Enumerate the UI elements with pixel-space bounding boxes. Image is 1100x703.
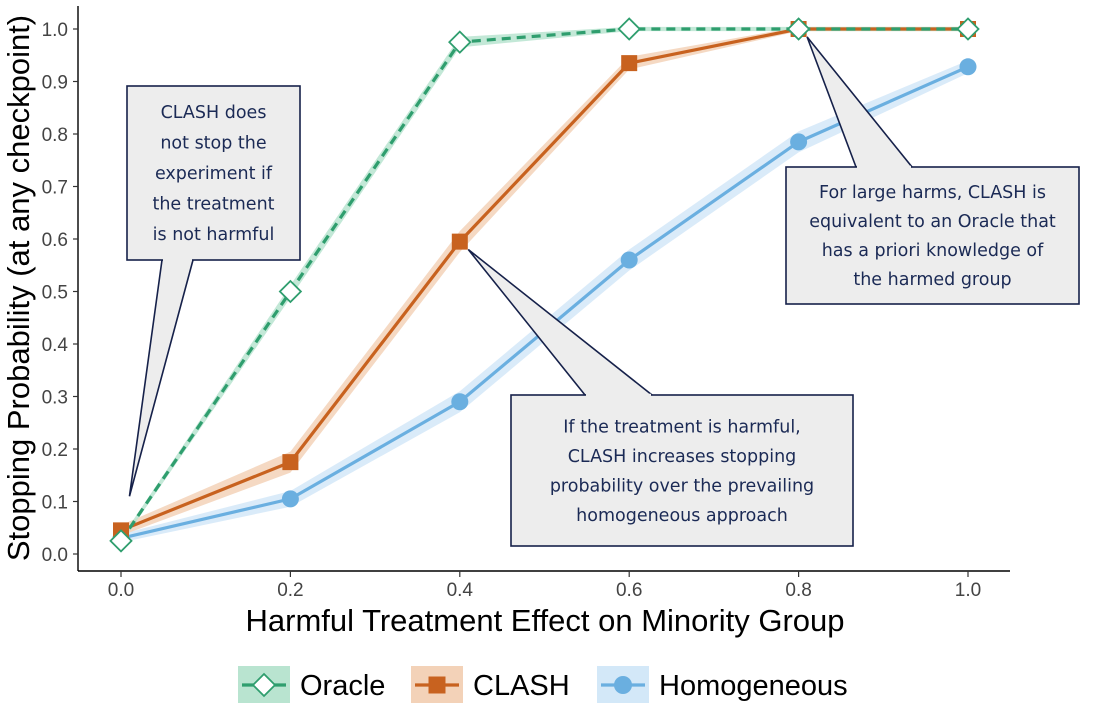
oracle-point-0 xyxy=(109,529,133,553)
callout-text-line: experiment if xyxy=(155,164,273,184)
x-tick-label: 0.6 xyxy=(616,580,642,601)
callout-text-line: has a priori knowledge of xyxy=(822,241,1044,261)
homogeneous-point-4 xyxy=(790,133,808,151)
callout-text-line: not stop the xyxy=(160,134,266,154)
clash-line xyxy=(120,27,968,532)
oracle-point-3 xyxy=(617,17,641,41)
homogeneous-point-2 xyxy=(451,393,469,411)
callout-text-line: homogeneous approach xyxy=(576,506,788,526)
legend-item-homogeneous: Homogeneous xyxy=(597,666,848,703)
x-tick-label: 1.0 xyxy=(955,580,981,601)
clash-point-3 xyxy=(621,55,638,72)
callout-text-line: the harmed group xyxy=(853,270,1011,290)
homogeneous-confidence-band xyxy=(121,60,968,543)
y-axis-ticks: 0.0 0.1 0.2 0.3 0.4 0.5 0.6 0.7 0.8 0.9 1.0 xyxy=(42,20,78,566)
callout-box xyxy=(126,85,301,261)
callout-text-line: equivalent to an Oracle that xyxy=(809,212,1056,232)
y-tick-label: 0.2 xyxy=(42,440,68,461)
x-tick-label: 0.0 xyxy=(108,580,134,601)
y-tick-label: 0.7 xyxy=(42,178,68,199)
y-tick-label: 0.1 xyxy=(42,493,68,514)
callout-pointer xyxy=(128,259,195,497)
x-tick-label: 0.8 xyxy=(785,580,811,601)
y-tick-label: 0.4 xyxy=(42,335,69,356)
homogeneous-point-1 xyxy=(281,490,299,508)
x-axis-title: Harmful Treatment Effect on Minority Gro… xyxy=(246,603,845,638)
clash-point-2 xyxy=(451,233,468,250)
callout-box xyxy=(510,394,854,547)
oracle-point-5 xyxy=(956,17,980,41)
homogeneous-point-3 xyxy=(620,251,638,269)
oracle-point-1 xyxy=(278,279,303,304)
legend-marker-oracle xyxy=(251,672,277,698)
y-tick-label: 0.0 xyxy=(42,545,68,566)
callout-text-line: is not harmful xyxy=(153,225,275,245)
legend-marker-homogeneous xyxy=(614,676,632,694)
callout-text-line: probability over the prevailing xyxy=(550,476,814,496)
y-tick-label: 1.0 xyxy=(42,20,68,41)
y-axis-title: Stopping Probability (at any checkpoint) xyxy=(1,15,36,561)
legend-label-oracle: Oracle xyxy=(300,670,385,702)
legend-item-oracle: Oracle xyxy=(238,666,385,703)
x-tick-label: 0.4 xyxy=(447,580,474,601)
callout-1: For large harms, CLASH is equivalent to a… xyxy=(785,36,1080,305)
oracle-point-4 xyxy=(786,17,811,41)
x-axis-ticks: 0.0 0.2 0.4 0.6 0.8 1.0 xyxy=(108,571,981,601)
homogeneous-point-5 xyxy=(959,58,977,76)
callout-0: CLASH does not stop the experiment if the t… xyxy=(126,85,301,497)
y-tick-label: 0.3 xyxy=(42,388,68,409)
clash-point-1 xyxy=(282,454,299,471)
y-tick-label: 0.6 xyxy=(42,230,68,251)
callout-text-line: the treatment xyxy=(152,195,274,215)
legend: Oracle CLASH Homogeneous xyxy=(238,666,848,703)
callout-text-line: For large harms, CLASH is xyxy=(819,183,1046,203)
callout-2: If the treatment is harmful, CLASH increa… xyxy=(467,248,854,547)
oracle-point-2 xyxy=(448,30,472,54)
y-tick-label: 0.9 xyxy=(42,73,68,94)
legend-label-homogeneous: Homogeneous xyxy=(659,670,848,702)
y-tick-label: 0.8 xyxy=(42,125,68,146)
legend-label-clash: CLASH xyxy=(473,670,570,702)
callout-box xyxy=(785,166,1080,305)
legend-item-clash: CLASH xyxy=(411,666,570,703)
x-tick-label: 0.2 xyxy=(277,580,303,601)
callout-text-line: CLASH increases stopping xyxy=(568,447,797,467)
callouts: CLASH does not stop the experiment if the t… xyxy=(126,36,1080,547)
callout-text-line: If the treatment is harmful, xyxy=(563,417,801,437)
series-markers xyxy=(109,17,980,553)
callout-text-line: CLASH does xyxy=(161,103,267,123)
legend-marker-clash xyxy=(428,676,446,694)
y-tick-label: 0.5 xyxy=(42,283,68,304)
